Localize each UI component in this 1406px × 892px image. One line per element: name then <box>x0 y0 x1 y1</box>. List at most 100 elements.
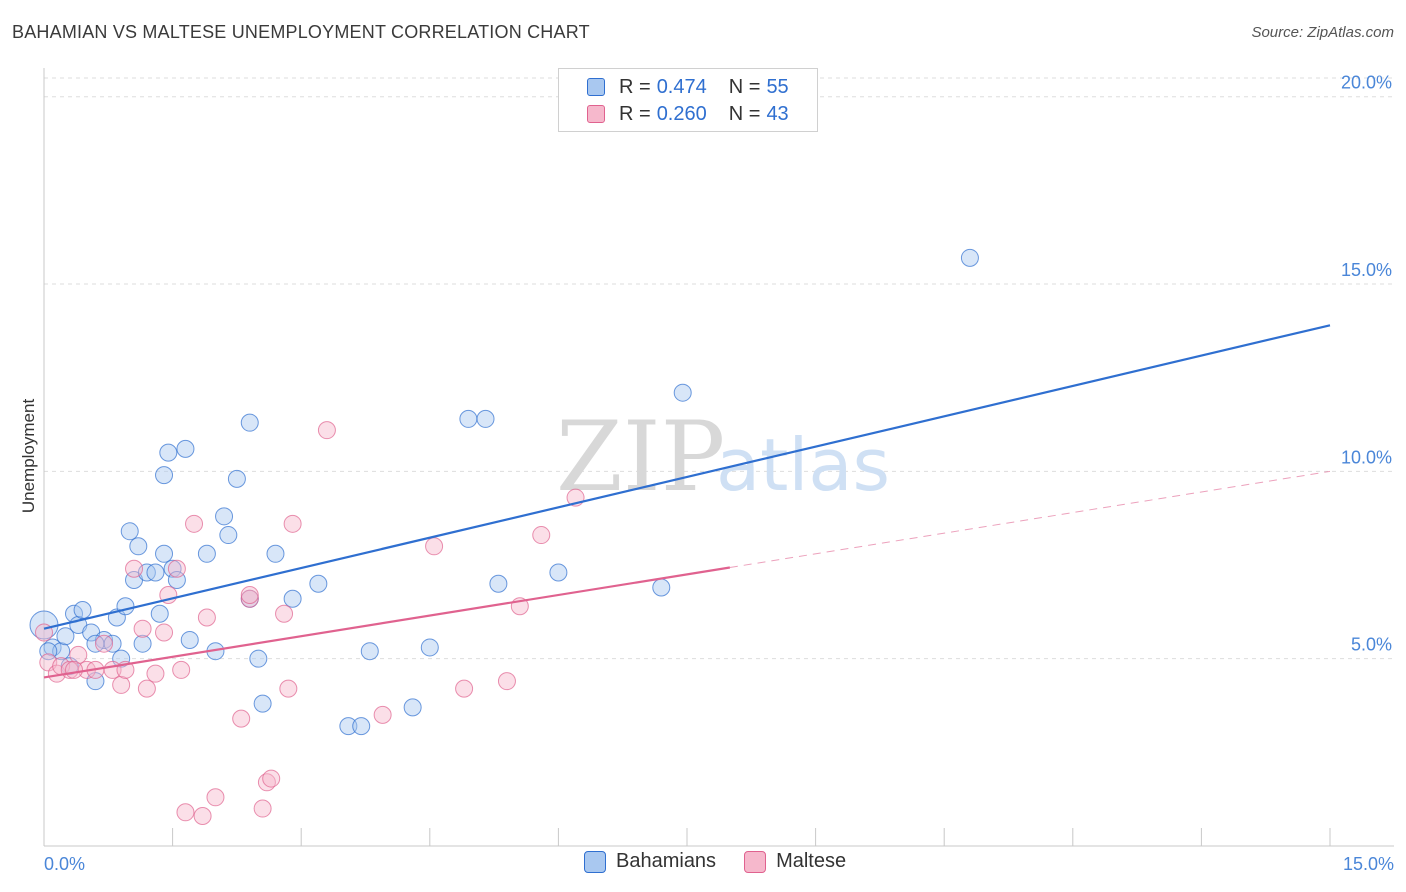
maltese-point <box>317 421 336 440</box>
bahamians-point <box>283 589 302 608</box>
bahamians-point <box>155 544 174 563</box>
watermark-zip: ZIP <box>556 401 725 513</box>
series-legend: Bahamians Maltese <box>584 850 874 873</box>
maltese-point <box>455 679 474 698</box>
bahamians-point <box>95 630 114 649</box>
maltese-point <box>193 807 212 826</box>
bahamians-point <box>240 413 259 432</box>
maltese-point <box>532 526 551 545</box>
maltese-point <box>262 769 281 788</box>
bahamians-point <box>120 522 139 541</box>
x-tick-label: 15.0% <box>1343 854 1394 874</box>
y-tick-label: 15.0% <box>1341 260 1392 280</box>
bahamians-point <box>420 638 439 657</box>
legend-n-value: 43 <box>766 102 789 125</box>
bahamians-trendline <box>43 324 1331 630</box>
source-label: Source: ZipAtlas.com <box>1251 24 1394 41</box>
bahamians-point <box>159 443 178 462</box>
series-swatch-bahamians <box>584 850 606 873</box>
legend-row-maltese: R = 0.260 N = 43 <box>559 101 789 127</box>
bahamians-point <box>360 642 379 661</box>
points-layer <box>29 248 979 826</box>
maltese-point <box>240 589 259 608</box>
legend-r-value: 0.474 <box>656 75 707 98</box>
x-tick-label: 0.0% <box>44 854 85 874</box>
maltese-point <box>373 705 392 724</box>
trend-layer <box>43 324 1331 679</box>
maltese-point <box>240 585 259 604</box>
maltese-point <box>133 619 152 638</box>
maltese-point <box>279 679 298 698</box>
maltese-point <box>197 608 216 627</box>
legend-n-value: 55 <box>766 75 789 98</box>
legend-n-label: N = <box>728 102 761 125</box>
maltese-point <box>275 604 294 623</box>
bahamians-point <box>129 537 148 556</box>
y-tick-label: 5.0% <box>1351 635 1392 655</box>
maltese-point <box>283 514 302 533</box>
maltese-point <box>155 623 174 642</box>
legend-row-bahamians: R = 0.474 N = 55 <box>559 74 789 100</box>
series-legend-bahamians[interactable]: Bahamians <box>584 850 716 873</box>
bahamians-point <box>673 383 692 402</box>
bahamians-point <box>133 634 152 653</box>
bahamians-point <box>266 544 285 563</box>
grid-layer <box>44 77 1394 660</box>
bahamians-point <box>219 526 238 545</box>
bahamians-point <box>155 466 174 485</box>
legend-r-label: R = <box>619 75 651 98</box>
bahamians-point <box>146 563 165 582</box>
bahamians-point <box>309 574 328 593</box>
series-swatch-maltese <box>744 850 767 873</box>
bahamians-point <box>549 563 568 582</box>
maltese-point <box>253 799 272 818</box>
maltese-point <box>425 537 444 556</box>
maltese-point <box>95 634 114 653</box>
legend-swatch-maltese <box>587 105 605 123</box>
maltese-point <box>65 660 84 679</box>
y-tick-label: 20.0% <box>1341 73 1392 93</box>
bahamians-point <box>652 578 671 597</box>
bahamians-point <box>116 597 135 616</box>
maltese-point <box>146 664 165 683</box>
bahamians-point <box>163 559 182 578</box>
bahamians-point <box>253 694 272 713</box>
maltese-point <box>137 679 156 698</box>
bahamians-point <box>459 409 478 428</box>
maltese-point <box>185 514 204 533</box>
bahamians-point <box>352 717 371 736</box>
maltese-trendline <box>43 566 731 679</box>
legend-swatch-bahamians <box>587 78 605 96</box>
tick-layer: 5.0% 10.0% 15.0% 20.0% 0.0% 15.0% <box>44 73 1394 874</box>
bahamians-point <box>339 717 358 736</box>
maltese-point <box>112 675 131 694</box>
maltese-point <box>167 559 186 578</box>
maltese-point <box>176 803 195 822</box>
bahamians-point <box>56 627 75 646</box>
series-legend-maltese[interactable]: Maltese <box>744 850 846 873</box>
maltese-point <box>206 788 225 807</box>
legend-r-label: R = <box>619 102 651 125</box>
bahamians-point <box>176 439 195 458</box>
bahamians-point <box>215 507 234 526</box>
maltese-trendline-extension <box>729 470 1331 569</box>
maltese-point <box>125 559 144 578</box>
maltese-point <box>69 645 88 664</box>
bahamians-point <box>249 649 268 668</box>
bahamians-point <box>489 574 508 593</box>
bahamians-point <box>227 469 246 488</box>
y-tick-label: 10.0% <box>1341 447 1392 467</box>
bahamians-point <box>73 600 92 619</box>
y-axis-label: Unemployment <box>19 399 38 514</box>
bahamians-point <box>52 642 71 661</box>
maltese-point <box>232 709 251 728</box>
bahamians-point <box>180 630 199 649</box>
legend-n-label: N = <box>728 75 761 98</box>
chart-title: BAHAMIAN VS MALTESE UNEMPLOYMENT CORRELA… <box>12 22 590 42</box>
bahamians-point <box>150 604 169 623</box>
legend-r-value: 0.260 <box>656 102 707 125</box>
axis-layer <box>43 68 1394 847</box>
stats-legend: R = 0.474 N = 55 R = 0.260 N = 43 <box>558 68 818 132</box>
bahamians-point <box>476 409 495 428</box>
bahamians-point <box>403 698 422 717</box>
